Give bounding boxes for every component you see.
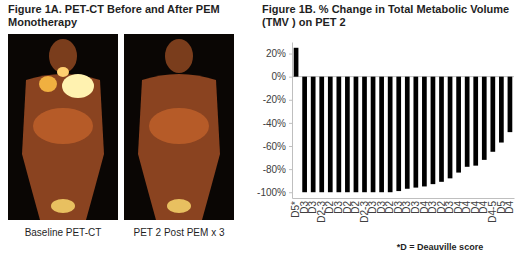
y-axis: 20% 0% -20% -40% -60% -80% -100% xyxy=(257,43,292,199)
bar xyxy=(362,77,367,193)
axis-line xyxy=(293,198,515,199)
y-tick: -60% xyxy=(263,141,292,152)
bar xyxy=(413,77,418,188)
footnote: *D = Deauville score xyxy=(397,242,483,252)
title-line: Figure 1A. PET-CT Before and After PEM xyxy=(8,3,220,15)
bar xyxy=(294,48,299,77)
bar xyxy=(422,77,427,187)
bar xyxy=(431,77,436,184)
bar xyxy=(439,77,444,182)
bars xyxy=(294,48,513,192)
chart-title: Figure 1B. % Change in Total Metabolic V… xyxy=(262,3,509,28)
uptake xyxy=(62,74,94,98)
tick-label: -20% xyxy=(263,94,286,105)
image-frame xyxy=(8,34,118,220)
tick-label: -80% xyxy=(263,164,286,175)
bladder xyxy=(51,199,75,213)
tick-label: D4 xyxy=(504,201,515,214)
bar xyxy=(302,77,307,193)
tick-label: 0% xyxy=(272,71,287,82)
title-line: Figure 1B. % Change in Total Metabolic V… xyxy=(262,3,509,15)
bar xyxy=(345,77,350,193)
bar xyxy=(388,77,393,193)
figure-1a-title: Figure 1A. PET-CT Before and After PEMMo… xyxy=(8,3,220,28)
zero-line xyxy=(292,76,514,77)
panel-caption: Baseline PET-CT xyxy=(25,227,102,238)
bar xyxy=(473,77,478,166)
bar xyxy=(405,77,410,189)
tick-mark xyxy=(289,100,292,101)
y-tick: -100% xyxy=(257,187,292,198)
bar xyxy=(508,77,513,132)
panel-caption: PET 2 Post PEM x 3 xyxy=(134,227,225,238)
y-tick: -20% xyxy=(263,94,292,105)
bar xyxy=(371,77,376,193)
tick-mark xyxy=(289,169,292,170)
tick-mark xyxy=(289,77,292,78)
torso xyxy=(138,74,220,220)
bar xyxy=(465,77,470,167)
tick-label: -100% xyxy=(257,187,286,198)
bar xyxy=(490,77,495,152)
title-line: Monotherapy xyxy=(8,16,78,28)
y-tick: 0% xyxy=(272,71,292,82)
bar xyxy=(499,77,504,143)
bar xyxy=(396,77,401,191)
bar xyxy=(482,77,487,160)
bar xyxy=(379,77,384,193)
bar xyxy=(456,77,461,173)
axis-line xyxy=(292,43,293,199)
tick-label: -60% xyxy=(263,141,286,152)
tick-mark xyxy=(289,123,292,124)
image-frame xyxy=(124,34,234,220)
bar xyxy=(336,77,341,193)
tick-mark xyxy=(289,192,292,193)
bar xyxy=(448,77,453,179)
uptake xyxy=(57,67,69,77)
bar xyxy=(328,77,333,193)
title-line: (TMV ) on PET 2 xyxy=(262,16,346,28)
bar xyxy=(319,77,324,193)
pet-image xyxy=(8,34,118,220)
bar xyxy=(354,77,359,193)
y-tick: 20% xyxy=(266,48,292,59)
liver xyxy=(33,108,93,144)
tick-mark xyxy=(289,54,292,55)
pet-image xyxy=(124,34,234,220)
uptake xyxy=(39,76,57,92)
x-tick: D4 xyxy=(504,201,515,214)
x-axis: D5*D3D3D2-3D2D3D2D2D2-3D3D3D2D3D3D3D4D3D… xyxy=(290,199,515,223)
bladder xyxy=(167,199,191,213)
tick-mark xyxy=(289,146,292,147)
tick-label: -40% xyxy=(263,118,286,129)
torso xyxy=(22,74,104,220)
head xyxy=(165,39,193,73)
bar xyxy=(311,77,316,193)
y-tick: -80% xyxy=(263,164,292,175)
y-tick: -40% xyxy=(263,118,292,129)
tick-label: 20% xyxy=(266,48,286,59)
liver xyxy=(149,108,209,144)
